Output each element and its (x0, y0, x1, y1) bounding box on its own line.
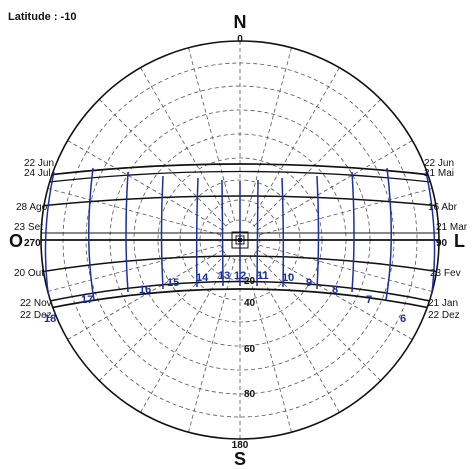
azimuth-spoke-105 (259, 244, 433, 292)
azimuth-spoke-315 (99, 99, 227, 227)
hour-line-14 (195, 177, 199, 288)
azimuth-spoke-75 (259, 188, 433, 236)
hour-line-16 (125, 171, 129, 293)
hour-line-9 (316, 175, 320, 290)
azimuth-spoke-135 (253, 253, 381, 381)
altitude-label-20: 20 (244, 276, 256, 287)
date-curve-jun (41, 163, 439, 177)
zenith-dot (238, 238, 242, 242)
azimuth-spoke-195 (188, 259, 236, 433)
hour-label-10: 10 (282, 272, 294, 284)
date-left-1: 24 Jul (24, 168, 51, 179)
hour-label-17: 17 (81, 294, 93, 306)
hour-line-11 (256, 179, 259, 287)
azimuth-spoke-15 (244, 47, 292, 221)
hour-label-14: 14 (196, 272, 209, 284)
hour-line-8 (351, 171, 355, 293)
azimuth-north: 0 (237, 34, 243, 45)
hour-label-9: 9 (306, 277, 312, 289)
azimuth-spokes (41, 41, 439, 439)
azimuth-spoke-45 (253, 99, 381, 227)
cardinal-north: N (234, 12, 247, 32)
date-right-0: 22 Jun (424, 158, 454, 169)
date-left-5: 22 Nov (20, 298, 52, 309)
azimuth-spoke-345 (188, 47, 236, 221)
date-right-4: 23 Fev (430, 268, 461, 279)
hour-label-6: 6 (400, 313, 406, 325)
hour-label-8: 8 (332, 284, 338, 296)
azimuth-spoke-30 (249, 67, 340, 223)
hour-label-7: 7 (366, 294, 372, 306)
date-right-3: 21 Mar (436, 222, 468, 233)
date-right-5: 21 Jan (428, 298, 458, 309)
altitude-label-40: 40 (244, 298, 256, 309)
hour-label-13: 13 (218, 270, 230, 282)
altitude-label-60: 60 (244, 344, 256, 355)
azimuth-spoke-255 (47, 244, 221, 292)
date-curve-jul-mai (41, 170, 439, 184)
date-left-2: 28 Ago (16, 202, 48, 213)
hour-line-13 (221, 179, 224, 287)
azimuth-west: 270 (24, 238, 41, 249)
grid (41, 41, 439, 439)
azimuth-spoke-150 (249, 257, 340, 413)
hour-line-10 (281, 177, 285, 288)
hour-label-11: 11 (257, 270, 269, 282)
cardinal-west: O (9, 231, 23, 251)
date-left-0: 22 Jun (24, 158, 54, 169)
date-curve-dez (41, 288, 439, 311)
cardinal-south: S (234, 449, 246, 469)
hour-label-15: 15 (167, 277, 179, 289)
hour-label-16: 16 (139, 284, 151, 296)
altitude-label-80: 80 (244, 389, 256, 400)
azimuth-spoke-210 (140, 257, 231, 413)
hour-label-12: 12 (234, 270, 246, 282)
date-left-6: 22 Dez (20, 310, 52, 321)
date-right-1: 21 Mai (424, 168, 454, 179)
hour-line-17 (88, 167, 95, 301)
azimuth-spoke-225 (99, 253, 227, 381)
azimuth-south: 180 (232, 440, 249, 451)
azimuth-spoke-165 (244, 259, 292, 433)
latitude-label: Latitude : -10 (8, 11, 76, 23)
zenith-box-outer (231, 231, 249, 249)
date-left-3: 23 Set (14, 222, 43, 233)
date-left-4: 20 Out (14, 268, 44, 279)
hour-label-18: 18 (44, 313, 56, 325)
date-right-2: 16 Abr (428, 202, 458, 213)
azimuth-east: 90 (436, 238, 448, 249)
date-right-6: 22 Dez (428, 310, 460, 321)
cardinal-east: L (454, 231, 465, 251)
zenith-marker (231, 231, 249, 249)
zenith-box-inner (235, 235, 245, 245)
azimuth-spoke-285 (47, 188, 221, 236)
azimuth-spoke-330 (140, 67, 231, 223)
hour-line-7 (385, 167, 392, 301)
hour-line-15 (160, 175, 164, 290)
